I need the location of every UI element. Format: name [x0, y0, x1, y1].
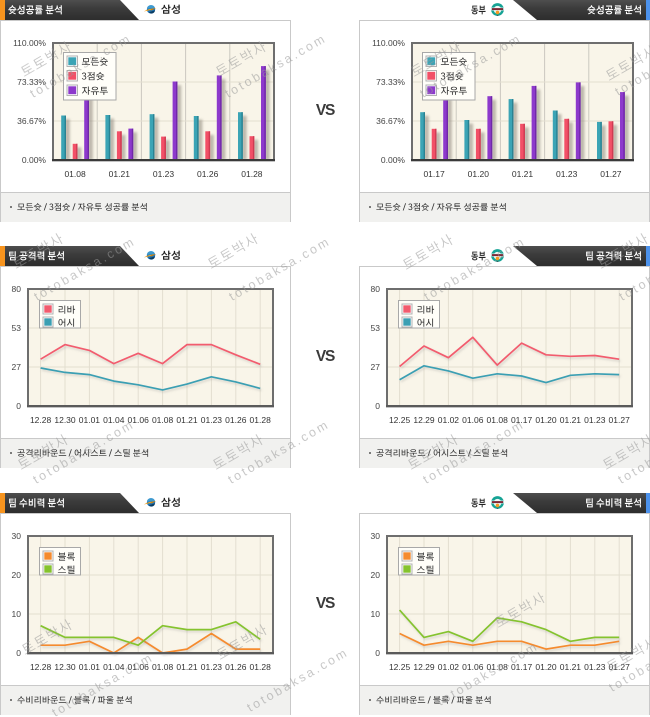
svg-text:12.30: 12.30 — [54, 415, 76, 425]
svg-text:01.02: 01.02 — [438, 415, 460, 425]
svg-text:01.28: 01.28 — [250, 415, 272, 425]
svg-text:01.08: 01.08 — [487, 662, 509, 672]
svg-text:01.20: 01.20 — [535, 415, 557, 425]
svg-text:12.28: 12.28 — [30, 662, 52, 672]
svg-text:01.26: 01.26 — [197, 169, 219, 179]
svg-text:53: 53 — [12, 323, 22, 333]
svg-text:01.28: 01.28 — [250, 662, 272, 672]
svg-text:20: 20 — [371, 570, 381, 580]
svg-text:01.06: 01.06 — [128, 662, 150, 672]
svg-text:01.23: 01.23 — [201, 662, 223, 672]
svg-text:01.06: 01.06 — [462, 415, 484, 425]
svg-text:01.06: 01.06 — [462, 662, 484, 672]
svg-text:01.01: 01.01 — [79, 415, 101, 425]
svg-text:01.06: 01.06 — [128, 415, 150, 425]
svg-text:01.04: 01.04 — [103, 662, 125, 672]
svg-text:10: 10 — [12, 609, 22, 619]
svg-text:01.27: 01.27 — [609, 662, 631, 672]
svg-text:01.20: 01.20 — [468, 169, 490, 179]
svg-text:01.27: 01.27 — [609, 415, 631, 425]
svg-text:36.67%: 36.67% — [17, 116, 46, 126]
svg-text:01.26: 01.26 — [225, 415, 247, 425]
svg-text:80: 80 — [12, 284, 22, 294]
svg-text:01.04: 01.04 — [103, 415, 125, 425]
svg-text:01.08: 01.08 — [152, 662, 174, 672]
svg-text:01.23: 01.23 — [201, 415, 223, 425]
svg-text:01.21: 01.21 — [512, 169, 534, 179]
svg-text:36.67%: 36.67% — [376, 116, 405, 126]
svg-text:0.00%: 0.00% — [22, 155, 47, 165]
svg-text:12.28: 12.28 — [30, 415, 52, 425]
svg-text:01.21: 01.21 — [176, 662, 198, 672]
svg-text:73.33%: 73.33% — [17, 77, 46, 87]
svg-text:01.01: 01.01 — [79, 662, 101, 672]
svg-text:12.25: 12.25 — [389, 662, 411, 672]
svg-text:0: 0 — [375, 648, 380, 658]
svg-text:01.27: 01.27 — [600, 169, 622, 179]
svg-text:0: 0 — [375, 401, 380, 411]
svg-text:12.29: 12.29 — [413, 662, 435, 672]
svg-text:110.00%: 110.00% — [372, 38, 405, 48]
svg-text:0: 0 — [16, 401, 21, 411]
svg-text:01.23: 01.23 — [584, 662, 606, 672]
svg-text:01.17: 01.17 — [423, 169, 445, 179]
svg-text:27: 27 — [12, 362, 22, 372]
svg-text:01.21: 01.21 — [109, 169, 131, 179]
svg-text:12.30: 12.30 — [54, 662, 76, 672]
svg-text:12.25: 12.25 — [389, 415, 411, 425]
svg-text:01.21: 01.21 — [560, 662, 582, 672]
svg-text:20: 20 — [12, 570, 22, 580]
svg-text:01.23: 01.23 — [584, 415, 606, 425]
svg-text:80: 80 — [371, 284, 381, 294]
svg-text:110.00%: 110.00% — [13, 38, 46, 48]
svg-text:01.28: 01.28 — [241, 169, 263, 179]
svg-text:01.08: 01.08 — [64, 169, 86, 179]
svg-text:01.08: 01.08 — [152, 415, 174, 425]
svg-text:10: 10 — [371, 609, 381, 619]
svg-text:73.33%: 73.33% — [376, 77, 405, 87]
svg-text:01.02: 01.02 — [438, 662, 460, 672]
svg-text:01.20: 01.20 — [535, 662, 557, 672]
svg-text:01.17: 01.17 — [511, 415, 533, 425]
svg-text:01.08: 01.08 — [487, 415, 509, 425]
svg-text:01.23: 01.23 — [153, 169, 175, 179]
svg-text:53: 53 — [371, 323, 381, 333]
svg-text:30: 30 — [371, 531, 381, 541]
svg-text:27: 27 — [371, 362, 381, 372]
svg-text:01.21: 01.21 — [176, 415, 198, 425]
svg-text:30: 30 — [12, 531, 22, 541]
svg-text:0: 0 — [16, 648, 21, 658]
svg-text:0.00%: 0.00% — [381, 155, 406, 165]
svg-text:01.17: 01.17 — [511, 662, 533, 672]
svg-text:01.26: 01.26 — [225, 662, 247, 672]
svg-text:01.23: 01.23 — [556, 169, 578, 179]
svg-text:12.29: 12.29 — [413, 415, 435, 425]
svg-text:01.21: 01.21 — [560, 415, 582, 425]
